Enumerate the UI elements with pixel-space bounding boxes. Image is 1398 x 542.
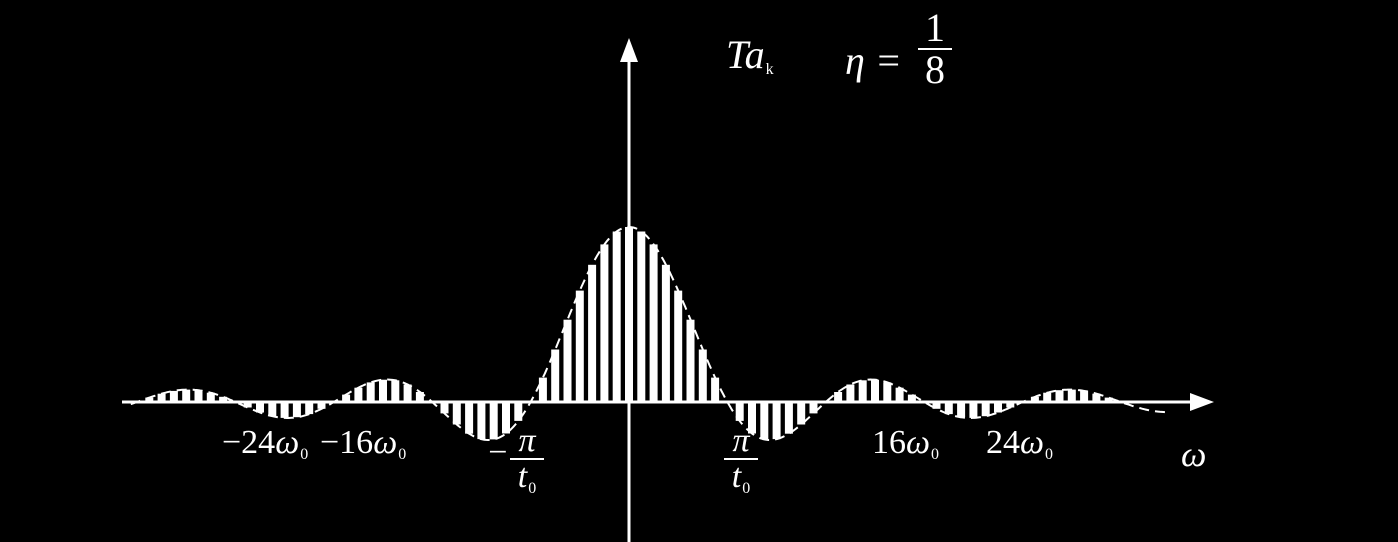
spectral-line [403, 384, 412, 402]
spectral-line [612, 231, 621, 402]
spectral-line [379, 379, 387, 402]
spectral-line [1030, 396, 1039, 402]
spectral-line [907, 394, 916, 402]
spectral-line [797, 402, 806, 425]
spectral-line [514, 402, 523, 421]
eta-label: η = [845, 41, 902, 81]
spectral-line [649, 244, 658, 402]
spectral-line [994, 402, 1002, 413]
pos-pi-fraction-bar [724, 458, 758, 460]
neg-pi-fraction-bar [510, 458, 544, 460]
eta-symbol: η = [845, 38, 902, 83]
pos-pi-numerator: π [732, 422, 750, 459]
spectral-line [415, 392, 424, 402]
spectral-line [280, 402, 289, 418]
x-axis-arrow [1190, 393, 1214, 411]
spectral-line [661, 264, 670, 402]
spectral-line [256, 402, 264, 413]
tick-label-neg-pi-sign: − [486, 434, 509, 471]
spectral-line [600, 244, 609, 402]
spectral-line [772, 402, 781, 440]
spectral-line [858, 380, 867, 402]
spectral-line [452, 402, 461, 425]
spectral-line [674, 290, 683, 402]
spectral-line [157, 393, 166, 402]
tick-label-pos16: 16ω0 [872, 424, 940, 463]
spectral-line [354, 387, 363, 402]
spectral-line [1104, 397, 1113, 402]
spectral-line [477, 402, 486, 440]
spectral-line [551, 349, 560, 402]
x-axis-label: ω [1181, 434, 1207, 474]
spectral-line [1092, 393, 1101, 402]
pos-pi-denominator: t0 [731, 458, 751, 497]
spectral-line [698, 349, 707, 402]
spectral-line [489, 402, 498, 440]
eta-numerator: 1 [925, 5, 945, 50]
spectral-line [219, 396, 228, 402]
eta-fraction-bar [918, 48, 952, 50]
spectral-line [686, 319, 695, 402]
spectral-line [169, 390, 178, 402]
spectral-line [1006, 402, 1015, 408]
eta-denominator: 8 [925, 47, 945, 92]
spectral-line [268, 402, 277, 417]
spectral-line [760, 402, 769, 440]
spectral-line [932, 402, 941, 409]
eta-fraction: 1 8 [918, 8, 952, 90]
spectral-line [502, 402, 510, 434]
tick-label-pos-pi-t0: π t0 [724, 422, 758, 497]
title-subscript: k [765, 61, 774, 78]
spectral-line [1055, 390, 1064, 402]
spectral-line [846, 384, 855, 402]
spectral-line [883, 382, 892, 402]
spectral-line [305, 402, 314, 415]
spectral-line [1080, 390, 1089, 402]
spectral-line [1043, 392, 1052, 402]
spectral-line [366, 382, 375, 402]
spectral-line [834, 392, 843, 402]
spectral-line [292, 402, 301, 418]
spectral-line [944, 402, 953, 415]
tick-label-neg24: −24ω0 [222, 424, 309, 463]
spectral-line [637, 231, 646, 402]
spectral-line [575, 290, 584, 402]
sinc-envelope [130, 226, 1171, 441]
spectral-line [957, 402, 966, 418]
spectral-line [735, 402, 744, 421]
spectral-line [784, 402, 793, 434]
spectral-line [317, 402, 326, 409]
tick-label-neg16: −16ω0 [320, 424, 407, 463]
spectral-line [1067, 389, 1076, 402]
neg-pi-numerator: π [518, 422, 536, 459]
spectral-line [748, 402, 756, 434]
title-variable: Ta [726, 32, 765, 77]
spectral-line [194, 390, 203, 402]
tick-label-pos24: 24ω0 [986, 424, 1054, 463]
spectral-line [538, 377, 547, 402]
neg-pi-denominator: t0 [517, 458, 537, 497]
spectral-line [588, 264, 597, 402]
spectral-line [440, 402, 449, 414]
spectral-line [809, 402, 818, 414]
spectral-line [182, 389, 191, 402]
spectral-line [342, 394, 351, 402]
spectral-line [391, 380, 400, 402]
spectral-line [871, 379, 879, 402]
spectral-line [711, 377, 720, 402]
spectral-line [895, 387, 904, 402]
tick-label-neg-pi-t0: π t0 [510, 422, 544, 497]
y-axis-arrow [620, 38, 638, 62]
spectral-line [981, 402, 990, 417]
spectral-line [206, 392, 215, 402]
spectral-line [563, 319, 572, 402]
spectral-line [145, 397, 154, 402]
spectral-line [465, 402, 474, 434]
spectral-line [243, 402, 252, 408]
chart-title: Tak [726, 32, 774, 78]
spectral-line [969, 402, 978, 418]
